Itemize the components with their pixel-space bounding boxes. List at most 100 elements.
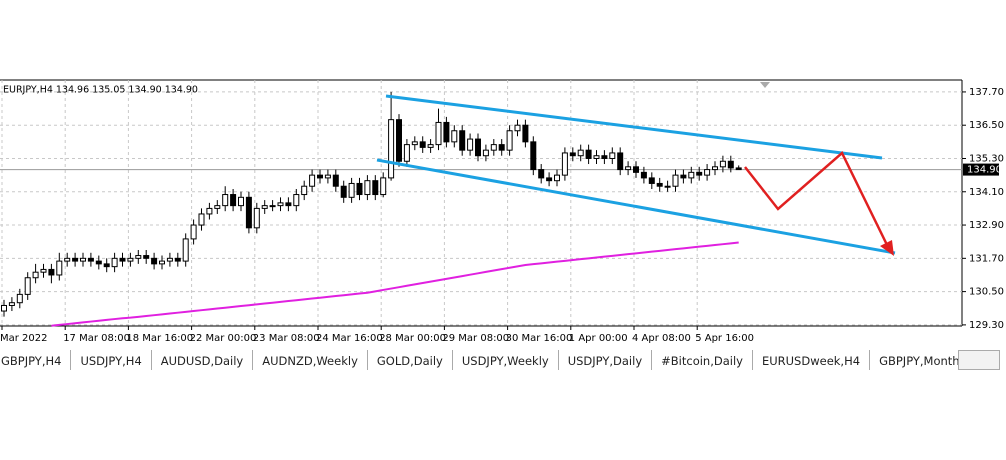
channel-upper — [385, 94, 883, 160]
candle-body — [127, 257, 134, 262]
candle-body — [617, 152, 624, 171]
candle-body — [364, 180, 371, 196]
candle-body — [324, 174, 331, 179]
candle-body — [32, 271, 39, 279]
candle-body — [135, 255, 142, 259]
candle-body — [522, 124, 529, 143]
x-tick-label: 1 Apr 00:00 — [569, 333, 628, 344]
symbol-tab[interactable]: USDJPY,Weekly — [453, 350, 559, 370]
y-tick-label: 135.30 — [969, 153, 1004, 164]
candle-body — [640, 171, 647, 179]
candle-body — [585, 149, 592, 159]
candle-body — [664, 185, 671, 188]
candle-body — [712, 166, 718, 171]
candle-body — [8, 302, 15, 306]
candle-body — [317, 174, 323, 179]
x-tick-label: 4 Apr 08:00 — [632, 333, 691, 344]
candle-body — [609, 152, 616, 159]
candle-body — [467, 138, 474, 151]
candle-body — [190, 224, 197, 240]
candle-body — [269, 205, 276, 208]
candle-body — [680, 174, 687, 179]
candle-body — [174, 257, 181, 262]
candle-body — [577, 149, 584, 157]
candle-body — [40, 268, 47, 273]
candle-body — [498, 144, 505, 151]
candle-body — [633, 166, 639, 173]
candle-body — [561, 152, 568, 176]
candle-body — [16, 293, 23, 304]
candle-body — [672, 174, 679, 187]
x-tick-label: 22 Mar 00:00 — [190, 333, 257, 344]
candle-body — [490, 144, 497, 151]
symbol-tab[interactable]: GBPJPY,Monthly — [870, 350, 960, 370]
candle-body — [253, 207, 260, 229]
candle-body — [103, 263, 110, 268]
y-tick-label: 134.10 — [969, 187, 1004, 198]
candle-body — [48, 268, 55, 276]
candle-body — [1, 304, 7, 312]
symbol-tab[interactable]: GOLD,Daily — [368, 350, 453, 370]
x-tick-label: 30 Mar 16:00 — [506, 333, 573, 344]
candle-body — [182, 238, 189, 262]
candle-body — [530, 141, 537, 171]
symbol-tab[interactable]: EURUSDweek,H4 — [753, 350, 871, 370]
candle-body — [277, 202, 284, 207]
candle-body — [222, 194, 229, 207]
candle-body — [151, 257, 158, 265]
x-tick-label: 28 Mar 00:00 — [379, 333, 446, 344]
tab-scroll[interactable] — [958, 350, 1000, 370]
candle-body — [719, 160, 726, 168]
candle-body — [411, 141, 418, 146]
symbol-tabs: GBPJPY,H4 USDJPY,H4 AUDUSD,Daily AUDNZD,Wee… — [0, 347, 960, 371]
x-tick-label: 5 Apr 16:00 — [695, 333, 754, 344]
candle-body — [238, 196, 244, 207]
candle-body — [332, 174, 339, 187]
candle-body — [482, 149, 489, 157]
x-tick-label: Mar 2022 — [0, 333, 48, 344]
symbol-tab[interactable]: AUDUSD,Daily — [152, 350, 254, 370]
candle-body — [648, 177, 655, 184]
symbol-tab[interactable]: GBPJPY,H4 — [0, 350, 72, 370]
y-tick-label: 130.50 — [969, 287, 1004, 298]
candle-body — [72, 257, 79, 262]
drawings — [376, 94, 896, 256]
candle-body — [293, 194, 300, 207]
y-tick-label: 137.70 — [969, 87, 1004, 98]
x-tick-label: 23 Mar 08:00 — [253, 333, 320, 344]
shift-marker — [760, 82, 770, 88]
candle-body — [514, 124, 521, 132]
symbol-tab[interactable]: #Bitcoin,Daily — [652, 350, 753, 370]
candle-body — [64, 257, 71, 262]
symbol-tab[interactable]: USDJPY,Daily — [559, 350, 653, 370]
candle-body — [348, 182, 355, 198]
candle-body — [435, 121, 442, 146]
candle-body — [696, 171, 703, 176]
last-price-label: 134.90 — [967, 165, 1002, 176]
candle-body — [546, 177, 553, 182]
y-tick-label: 129.30 — [969, 320, 1004, 331]
candle-body — [214, 205, 221, 209]
x-tick-label: 24 Mar 16:00 — [316, 333, 383, 344]
symbol-tab[interactable]: USDJPY,H4 — [71, 350, 152, 370]
candle-body — [143, 255, 150, 259]
chart: 137.70 136.50 135.30 134.10 132.90 131.70 130.… — [0, 79, 1004, 344]
candle-body — [403, 144, 410, 162]
candle-body — [24, 277, 31, 295]
forecast-arrowhead — [880, 240, 894, 256]
candle-body — [111, 257, 118, 268]
candle-body — [388, 119, 395, 179]
candle-body — [206, 207, 213, 215]
symbol-tab[interactable]: AUDNZD,Weekly — [253, 350, 368, 370]
candle-body — [159, 260, 165, 265]
candle-body — [451, 130, 458, 143]
candle-body — [601, 155, 608, 159]
x-tick-label: 18 Mar 16:00 — [126, 333, 193, 344]
candle-body — [419, 141, 426, 148]
candle-body — [230, 194, 237, 207]
candle-body — [80, 257, 86, 262]
candle-body — [119, 257, 126, 262]
candle-body — [688, 171, 695, 179]
candle-body — [475, 138, 481, 157]
